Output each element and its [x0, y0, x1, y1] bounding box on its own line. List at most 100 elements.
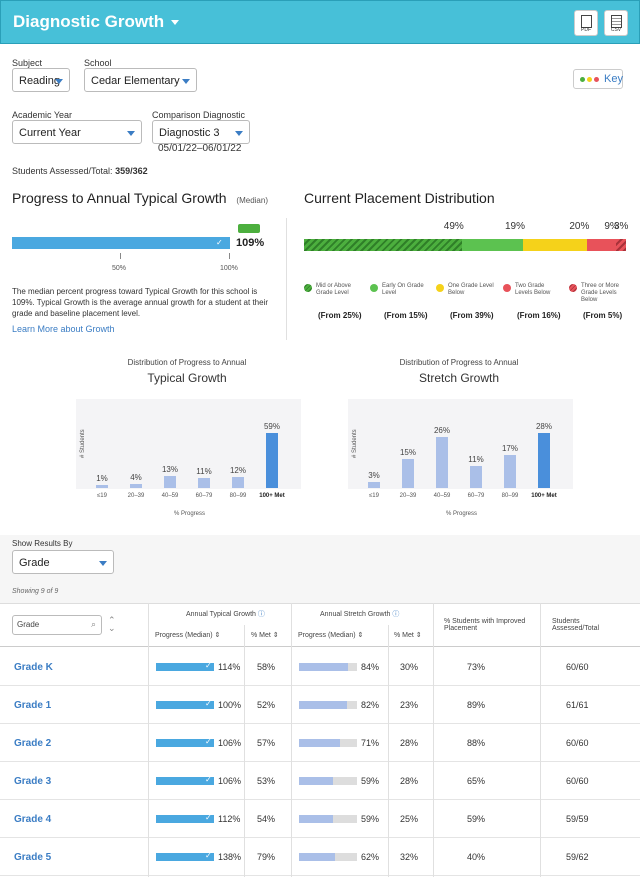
- placement-segment: [616, 239, 626, 251]
- placement-percent: 20%: [569, 221, 590, 232]
- col-stretch-progress[interactable]: Progress (Median) ⇕: [298, 631, 363, 639]
- green-dot-icon: [580, 77, 585, 82]
- page-title-dropdown[interactable]: Diagnostic Growth: [13, 12, 180, 32]
- table-row[interactable]: Grade K ✓ 114% 58% 84% 30% 73% 60/60: [0, 648, 640, 686]
- students-assessed-label: Students Assessed/Total:: [12, 166, 113, 176]
- x-tick-label: 20–39: [399, 493, 417, 499]
- csv-export-button[interactable]: CSV: [604, 10, 628, 36]
- info-icon[interactable]: ⓘ: [257, 611, 265, 618]
- table-row[interactable]: Grade 4 ✓ 112% 54% 59% 25% 59% 59/59: [0, 800, 640, 838]
- col-assessed[interactable]: Students Assessed/Total: [552, 618, 622, 632]
- show-results-label: Show Results By: [12, 539, 73, 548]
- show-results-value: Grade: [19, 557, 50, 569]
- legend-dot-icon: [436, 284, 444, 292]
- chevron-down-icon: [235, 131, 243, 136]
- col-improved[interactable]: % Students with Improved Placement: [444, 618, 532, 632]
- bar-value-label: 3%: [368, 471, 380, 481]
- yellow-dot-icon: [587, 77, 592, 82]
- info-icon[interactable]: ⓘ: [392, 611, 400, 618]
- table-row[interactable]: Grade 1 ✓ 100% 52% 82% 23% 89% 61/61: [0, 686, 640, 724]
- stretch-progress-value: 84%: [361, 662, 380, 672]
- table-row[interactable]: Grade 5 ✓ 138% 79% 62% 32% 40% 59/62: [0, 838, 640, 876]
- col-typical-met[interactable]: % Met ⇕: [251, 631, 279, 639]
- table-row[interactable]: Grade 3 ✓ 106% 53% 59% 28% 65% 60/60: [0, 762, 640, 800]
- stretch-progress-bar: [299, 777, 334, 785]
- academic-year-select[interactable]: Current Year: [12, 120, 142, 144]
- placement-title: Current Placement Distribution: [304, 190, 495, 206]
- chart-bar: [266, 433, 278, 488]
- school-select[interactable]: Cedar Elementary: [84, 68, 197, 92]
- chevron-down-icon: [171, 20, 180, 26]
- legend-from: (From 5%): [583, 311, 623, 320]
- stretch-xlabel: % Progress: [446, 511, 478, 517]
- comparison-value: Diagnostic 3: [159, 127, 220, 139]
- typical-chart-plot: [76, 399, 301, 489]
- pdf-export-button[interactable]: PDF: [574, 10, 598, 36]
- comparison-select[interactable]: Diagnostic 3: [152, 120, 250, 144]
- col-divider: [540, 603, 541, 877]
- chart-bar: [436, 436, 448, 488]
- col-typical-met-label: % Met: [251, 632, 271, 639]
- col-divider: [388, 625, 389, 877]
- showing-count: Showing 9 of 9: [12, 588, 59, 595]
- improved-value: 40%: [467, 852, 486, 862]
- col-typical-progress[interactable]: Progress (Median) ⇕: [155, 631, 220, 639]
- chart-bar: [164, 475, 176, 488]
- key-button[interactable]: Key: [573, 69, 623, 89]
- subject-select[interactable]: Reading: [12, 68, 70, 92]
- typical-chart-heading: Distribution of Progress to Annual: [127, 358, 247, 367]
- typical-chart-title: Distribution of Progress to Annual Typica…: [67, 358, 307, 385]
- stretch-progress-value: 59%: [361, 776, 380, 786]
- improved-value: 73%: [467, 662, 486, 672]
- learn-more-link[interactable]: Learn More about Growth: [12, 324, 115, 334]
- typical-progress-value: 114%: [218, 662, 241, 672]
- x-tick-label: 100+ Met: [531, 493, 557, 499]
- col-typical-header: Annual Typical Growth ⓘ: [186, 609, 265, 619]
- subject-label: Subject: [12, 58, 43, 68]
- academic-year-label: Academic Year: [12, 110, 73, 120]
- chevron-down-icon: [99, 561, 107, 566]
- stretch-chart-subtitle: Stretch Growth: [418, 371, 500, 385]
- grade-search-input[interactable]: Grade ⌕: [12, 615, 102, 635]
- col-divider: [291, 603, 292, 877]
- assessed-value: 60/60: [566, 662, 589, 672]
- sort-icon[interactable]: ⌃ ⌄: [108, 615, 116, 633]
- bar-value-label: 17%: [501, 443, 518, 453]
- placement-percent: 3%: [614, 221, 629, 232]
- grade-link[interactable]: Grade 2: [14, 738, 52, 749]
- typical-progress-bar: [156, 701, 214, 709]
- x-tick-label: 80–99: [501, 493, 519, 499]
- show-results-select[interactable]: Grade: [12, 550, 114, 574]
- checkmark-icon: ✓: [205, 775, 212, 784]
- col-typical-progress-label: Progress (Median): [155, 632, 213, 639]
- grade-link[interactable]: Grade 1: [14, 700, 52, 711]
- grade-link[interactable]: Grade 3: [14, 776, 52, 787]
- stretch-progress-value: 71%: [361, 738, 380, 748]
- table-row[interactable]: Grade 2 ✓ 106% 57% 71% 28% 88% 60/60: [0, 724, 640, 762]
- stretch-progress-value: 62%: [361, 852, 380, 862]
- improved-value: 88%: [467, 738, 486, 748]
- school-value: Cedar Elementary: [91, 75, 180, 87]
- grade-link[interactable]: Grade 4: [14, 814, 52, 825]
- typical-progress-bar: [156, 777, 214, 785]
- col-stretch-met[interactable]: % Met ⇕: [394, 631, 422, 639]
- section-divider: [286, 218, 287, 340]
- placement-segment: [587, 239, 617, 251]
- legend-dot-icon: [304, 284, 312, 292]
- grade-link[interactable]: Grade 5: [14, 852, 52, 863]
- tick-100-mark: [229, 253, 230, 259]
- x-tick-label: ≤19: [369, 493, 379, 499]
- students-assessed: Students Assessed/Total: 359/362: [12, 166, 148, 176]
- legend-label: Mid or Above Grade Level: [316, 283, 352, 296]
- stretch-progress-bar: [299, 739, 341, 747]
- x-tick-label: 40–59: [161, 493, 179, 499]
- checkmark-icon: ✓: [205, 699, 212, 708]
- typical-growth-bar: [12, 237, 230, 249]
- grade-link[interactable]: Grade K: [14, 662, 53, 673]
- bar-value-label: 11%: [196, 466, 212, 476]
- col-stretch-progress-label: Progress (Median): [298, 632, 356, 639]
- placement-percent: 9%: [604, 221, 619, 232]
- placement-segment: [304, 239, 462, 251]
- typical-met-value: 52%: [257, 700, 276, 710]
- chart-bar: [538, 433, 550, 488]
